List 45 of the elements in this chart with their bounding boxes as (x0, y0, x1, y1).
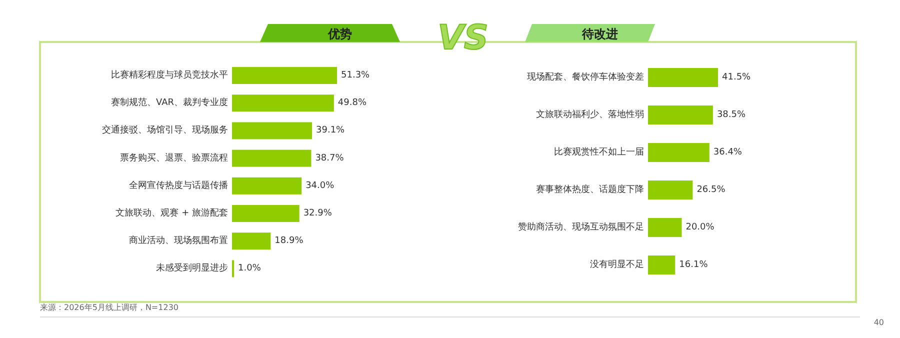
bar (648, 218, 682, 237)
data-label: 16.1% (679, 260, 708, 270)
data-label: 36.4% (713, 148, 742, 158)
text: 40 (874, 318, 884, 327)
y-tick-label: 赛制规范、VAR、裁判专业度 (111, 97, 228, 108)
bar (232, 150, 312, 167)
data-label: 18.9% (274, 236, 304, 246)
data-label: 49.8% (338, 98, 367, 108)
y-tick-label: 赞助商活动、现场互动氛围不足 (518, 222, 644, 232)
data-label: 1.0% (238, 264, 262, 274)
bar (648, 68, 718, 87)
y-tick-label: 商业活动、现场氛围布置 (129, 235, 228, 246)
bar (232, 232, 271, 250)
bar (648, 143, 710, 162)
bar (648, 256, 676, 274)
y-tick-label: 比赛观赏性不如上一届 (554, 146, 644, 158)
y-tick-label: 文旅联动福利少、落地性弱 (536, 109, 644, 120)
data-label: 20.0% (686, 222, 715, 232)
chart-title: 待改进 (581, 27, 618, 41)
bar (232, 94, 334, 112)
y-tick-label: 文旅联动、观赛 + 旅游配套 (116, 208, 228, 218)
source-note: 来源：2026年5月线上调研，N=1230 (40, 303, 178, 312)
data-label: 39.1% (316, 126, 346, 136)
data-label: 41.5% (722, 72, 752, 82)
bar (232, 67, 337, 84)
chart-title: 优势 (327, 27, 352, 41)
bar (232, 177, 302, 194)
y-tick-label: 全网宣传热度与话题传播 (129, 180, 228, 191)
data-label: 51.3% (341, 70, 370, 80)
data-label: 34.0% (306, 180, 335, 191)
y-tick-label: 未感受到明显进步 (156, 262, 228, 274)
y-tick-label: 交通接驳、场馆引导、现场服务 (102, 124, 228, 136)
bar (648, 106, 713, 124)
y-tick-label: 现场配套、餐饮停车体验变差 (527, 72, 644, 82)
data-label: 32.9% (303, 208, 332, 218)
bar (648, 180, 693, 200)
data-label: 26.5% (696, 185, 726, 195)
data-label: 38.7% (315, 153, 344, 164)
bar (232, 205, 300, 222)
y-tick-label: 没有明显不足 (590, 259, 644, 270)
y-tick-label: 比赛精彩程度与球员竞技水平 (111, 70, 228, 80)
bar (232, 122, 312, 140)
y-tick-label: 赛事整体热度、话题度下降 (536, 184, 644, 195)
y-tick-label: 票务购买、退票、验票流程 (120, 152, 228, 164)
data-label: 38.5% (716, 110, 746, 120)
